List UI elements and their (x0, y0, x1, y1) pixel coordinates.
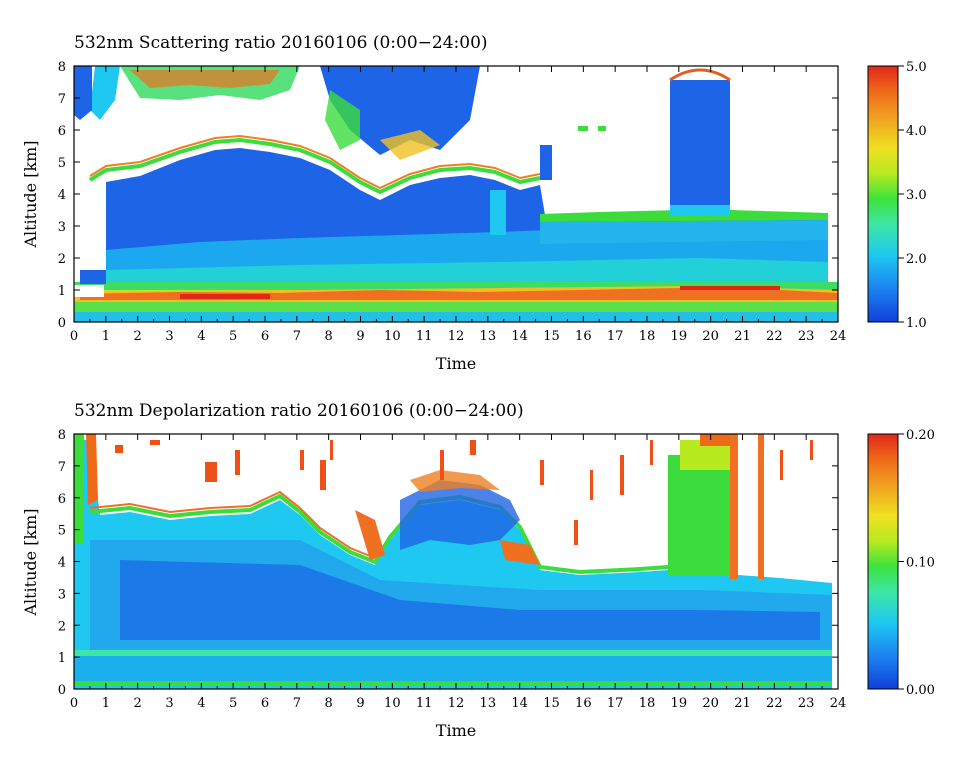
x-tick-label: 4 (197, 329, 205, 344)
x-tick-label: 0 (70, 696, 78, 711)
y-tick-label: 4 (58, 556, 66, 571)
x-tick-label: 12 (448, 696, 465, 711)
y-tick-label: 7 (58, 460, 66, 475)
x-tick-label: 23 (798, 696, 815, 711)
x-tick-label: 22 (766, 329, 783, 344)
panel-1-colorbar-ticks: 1.0 2.0 3.0 4.0 5.0 (898, 60, 927, 331)
panel-2-colorbar (867, 433, 899, 690)
panel-2-title: 532nm Depolarization ratio 20160106 (0:0… (74, 401, 524, 421)
x-tick-label: 11 (416, 696, 433, 711)
y-tick-label: 0 (58, 683, 66, 698)
y-tick-label: 1 (58, 651, 66, 666)
colorbar-tick-label: 5.0 (906, 60, 927, 75)
x-tick-label: 9 (356, 696, 364, 711)
x-tick-label: 21 (734, 696, 751, 711)
x-tick-label: 16 (575, 329, 592, 344)
x-tick-label: 18 (639, 329, 656, 344)
x-tick-label: 22 (766, 696, 783, 711)
x-tick-label: 10 (384, 329, 401, 344)
x-tick-label: 14 (511, 696, 528, 711)
x-tick-label: 15 (543, 696, 560, 711)
panel-1-y-label: Altitude [km] (21, 140, 40, 248)
panel-2-y-label: Altitude [km] (21, 508, 40, 616)
colorbar-tick-label: 0.00 (906, 683, 935, 698)
y-tick-label: 7 (58, 92, 66, 107)
x-tick-label: 1 (102, 696, 110, 711)
y-tick-label: 8 (58, 428, 66, 443)
x-tick-label: 8 (325, 696, 333, 711)
x-tick-label: 19 (671, 329, 688, 344)
x-tick-label: 2 (134, 696, 142, 711)
x-tick-label: 23 (798, 329, 815, 344)
x-tick-label: 13 (480, 696, 497, 711)
colorbar-tick-label: 0.10 (906, 556, 935, 571)
x-tick-label: 21 (734, 329, 751, 344)
x-tick-label: 19 (671, 696, 688, 711)
x-tick-label: 20 (702, 696, 719, 711)
x-tick-label: 16 (575, 696, 592, 711)
x-tick-label: 8 (325, 329, 333, 344)
y-tick-label: 6 (58, 492, 66, 507)
x-tick-label: 9 (356, 329, 364, 344)
panel-1-title: 532nm Scattering ratio 20160106 (0:00−24… (74, 33, 488, 53)
y-tick-label: 5 (58, 524, 66, 539)
x-tick-label: 12 (448, 329, 465, 344)
y-tick-label: 8 (58, 60, 66, 75)
x-tick-label: 17 (607, 696, 624, 711)
panel-1-axis-ticks: 0 1 2 3 4 5 6 7 8 9 10 11 12 13 14 15 16 17 18 19 20 21 22 23 24… (58, 60, 847, 344)
x-tick-label: 17 (607, 329, 624, 344)
colorbar-tick-label: 0.20 (906, 428, 935, 443)
x-tick-label: 2 (134, 329, 142, 344)
colorbar-tick-label: 1.0 (906, 316, 927, 331)
x-tick-label: 5 (229, 329, 237, 344)
y-tick-label: 3 (58, 220, 66, 235)
y-tick-label: 4 (58, 188, 66, 203)
x-tick-label: 15 (543, 329, 560, 344)
x-tick-label: 4 (197, 696, 205, 711)
x-tick-label: 3 (165, 696, 173, 711)
y-tick-label: 2 (58, 252, 66, 267)
x-tick-label: 5 (229, 696, 237, 711)
x-tick-label: 6 (261, 696, 269, 711)
panel-2-axis-ticks: 0 1 2 3 4 5 6 7 8 9 10 11 12 13 14 15 16 17 18 19 20 21 22 23 24… (58, 428, 847, 711)
x-tick-label: 20 (702, 329, 719, 344)
x-tick-label: 24 (830, 696, 847, 711)
x-tick-label: 1 (102, 329, 110, 344)
x-tick-label: 7 (293, 696, 301, 711)
panel-1-x-label: Time (436, 354, 476, 373)
colorbar-tick-label: 4.0 (906, 124, 927, 139)
panel-scattering-ratio: 532nm Scattering ratio 20160106 (0:00−24… (21, 33, 927, 373)
x-tick-label: 6 (261, 329, 269, 344)
x-tick-label: 24 (830, 329, 847, 344)
x-tick-label: 13 (480, 329, 497, 344)
panel-2-x-label: Time (436, 721, 476, 740)
y-tick-label: 3 (58, 587, 66, 602)
x-tick-label: 10 (384, 696, 401, 711)
x-tick-label: 11 (416, 329, 433, 344)
x-tick-label: 18 (639, 696, 656, 711)
y-tick-label: 5 (58, 156, 66, 171)
x-tick-label: 3 (165, 329, 173, 344)
panel-1-colorbar (867, 65, 899, 323)
x-tick-label: 0 (70, 329, 78, 344)
y-tick-label: 0 (58, 316, 66, 331)
y-tick-label: 1 (58, 284, 66, 299)
y-tick-label: 2 (58, 619, 66, 634)
panel-2-heatmap (74, 434, 838, 689)
panel-2-colorbar-ticks: 0.00 0.10 0.20 (898, 428, 935, 698)
x-tick-label: 7 (293, 329, 301, 344)
colorbar-tick-label: 2.0 (906, 252, 927, 267)
panel-1-heatmap (74, 66, 838, 322)
x-tick-label: 14 (511, 329, 528, 344)
y-tick-label: 6 (58, 124, 66, 139)
panel-depolarization-ratio: 532nm Depolarization ratio 20160106 (0:0… (21, 401, 935, 740)
colorbar-tick-label: 3.0 (906, 188, 927, 203)
